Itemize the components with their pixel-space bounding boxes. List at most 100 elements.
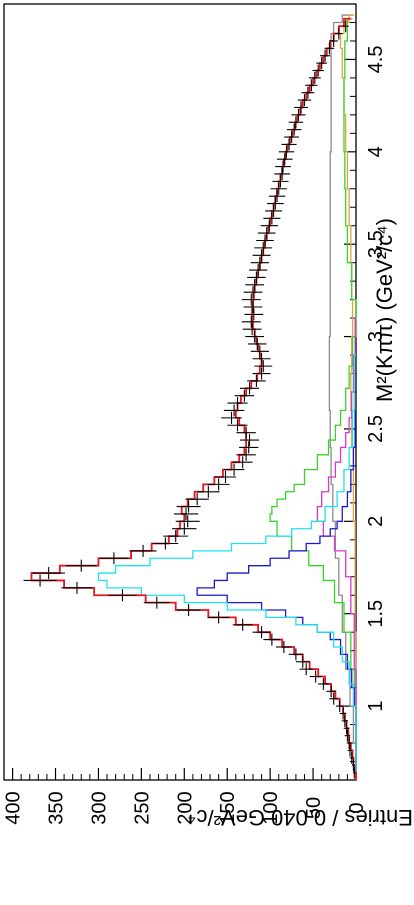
data-point (241, 315, 261, 328)
x-tick-label: 4.5 (365, 46, 387, 74)
data-point (239, 382, 260, 395)
data-point (254, 360, 273, 373)
data-point (252, 367, 271, 380)
data-point (260, 219, 278, 232)
data-point (343, 722, 350, 735)
data-point (272, 175, 289, 188)
data-point (256, 234, 274, 247)
y-tick-label: 400 (3, 791, 25, 824)
data-point (252, 352, 271, 365)
data-point (346, 737, 352, 750)
y-tick-label: 200 (174, 791, 196, 824)
data-point (61, 581, 93, 594)
data-point (316, 57, 328, 70)
data-point (163, 530, 189, 543)
data-point (342, 20, 349, 33)
y-tick-label: 150 (217, 791, 239, 824)
y-tick-label: 0 (346, 802, 368, 813)
data-point (335, 700, 344, 713)
data-point (239, 434, 260, 447)
data-point (266, 197, 284, 210)
data-point (221, 411, 242, 424)
data-point (274, 167, 291, 180)
data-point (175, 515, 200, 528)
data-point (252, 249, 271, 262)
data-point (344, 729, 351, 742)
data-point (312, 64, 324, 77)
data-point (242, 323, 262, 336)
fit-components (30, 14, 357, 780)
x-tick-label: 3 (365, 331, 387, 342)
data-point (214, 470, 237, 483)
data-point (329, 34, 339, 47)
data-point (248, 337, 267, 350)
data-point (309, 670, 322, 683)
data-points (23, 20, 356, 779)
data-point (129, 544, 157, 557)
data-point (223, 404, 245, 417)
data-point (197, 485, 220, 498)
x-tick-label: 1.5 (365, 600, 387, 628)
data-point (185, 493, 209, 506)
green_component-curve (269, 18, 357, 780)
data-point (227, 419, 248, 432)
data-point (263, 633, 281, 646)
data-point (265, 204, 282, 217)
data-point (247, 374, 266, 387)
data-point (305, 79, 318, 92)
y-axis-title: Entries / 0.040 GeV²/c⁴ (187, 805, 413, 830)
data-point (241, 293, 261, 306)
data-point (207, 478, 230, 491)
data-point (99, 552, 129, 565)
data-point (351, 759, 355, 772)
data-point (23, 574, 57, 587)
data-point (172, 522, 197, 535)
data-point (294, 101, 308, 114)
data-point (281, 138, 297, 151)
data-point (176, 604, 201, 617)
gray_component-curve (328, 14, 357, 780)
data-point (349, 751, 354, 764)
data-point (65, 559, 97, 572)
data-point (227, 397, 248, 410)
data-point (245, 278, 265, 291)
data-point (353, 766, 356, 779)
data-point (247, 271, 266, 284)
data-point (207, 611, 230, 624)
data-point (288, 116, 304, 129)
data-point (176, 500, 201, 513)
data-point (296, 655, 310, 668)
data-point (318, 677, 329, 690)
data-point (243, 301, 263, 314)
data-point (248, 264, 268, 277)
data-point (143, 596, 170, 609)
data-point (284, 131, 300, 144)
data-point (263, 212, 281, 225)
data-point (288, 648, 304, 661)
y-tick-label: 300 (88, 791, 110, 824)
x-axis-title: M²(Kππ) (GeV²/c⁴) (372, 218, 397, 402)
data-point (254, 241, 273, 254)
data-point (243, 286, 263, 299)
data-point (257, 227, 276, 240)
data-point (319, 49, 331, 62)
data-point (232, 456, 253, 469)
data-point (223, 463, 245, 476)
data-point (244, 308, 264, 321)
data-point (275, 160, 291, 173)
x-tick-label: 2.5 (365, 415, 387, 443)
data-point (329, 692, 339, 705)
data-point (341, 714, 348, 727)
data-point (252, 626, 271, 639)
cyan_component-curve (97, 354, 357, 780)
data-point (234, 389, 255, 402)
data-point (278, 145, 295, 158)
x-tick-label: 3.5 (365, 230, 387, 258)
data-point (173, 507, 199, 520)
data-point (245, 330, 265, 343)
x-tick-label: 4 (365, 146, 387, 157)
data-point (268, 190, 286, 203)
data-point (326, 685, 336, 698)
data-point (334, 27, 343, 40)
